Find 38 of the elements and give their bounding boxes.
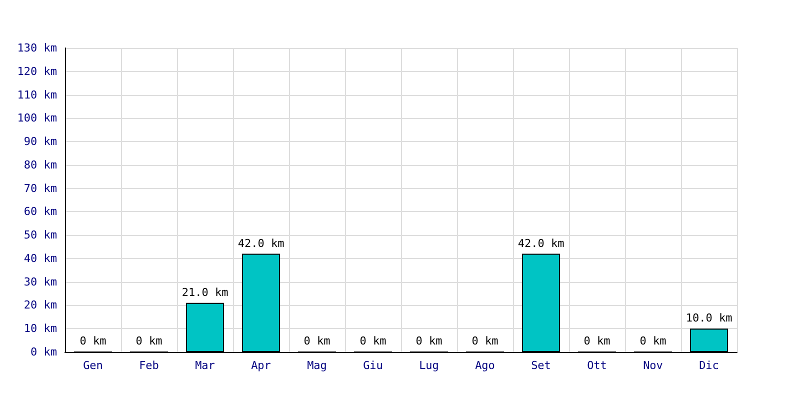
x-tick-label: Mar (195, 359, 216, 372)
y-tick-label: 30 km (24, 275, 58, 288)
y-tick-label: 90 km (24, 135, 58, 148)
x-tick-label: Set (531, 359, 551, 372)
x-tick-label: Apr (251, 359, 272, 372)
x-tick-label: Mag (307, 359, 327, 372)
data-label: 21.0 km (182, 286, 229, 299)
x-tick-label: Nov (643, 359, 664, 372)
data-label: 0 km (640, 334, 667, 348)
y-tick-label: 0 km (30, 346, 58, 358)
y-tick-label: 60 km (24, 205, 58, 218)
y-tick-label: 50 km (24, 228, 58, 242)
y-tick-label: 20 km (24, 298, 58, 312)
x-tick-label: Dic (699, 359, 719, 372)
y-tick-label: 100 km (17, 112, 58, 125)
x-tick-label: Lug (419, 359, 439, 372)
data-label: 42.0 km (238, 236, 285, 250)
y-tick-label: 110 km (17, 88, 58, 102)
data-label: 0 km (304, 334, 331, 348)
data-label: 0 km (472, 334, 499, 348)
x-tick-label: Ago (475, 359, 495, 372)
y-tick-label: 120 km (17, 64, 58, 78)
y-tick-label: 10 km (24, 322, 58, 336)
y-tick-label: 40 km (24, 252, 58, 265)
data-label: 0 km (584, 334, 611, 348)
data-label: 10.0 km (686, 312, 733, 325)
x-tick-label: Giu (363, 359, 383, 372)
data-label: 0 km (136, 334, 163, 348)
y-tick-label: 70 km (24, 182, 58, 195)
x-tick-label: Feb (139, 359, 159, 372)
y-tick-label: 130 km (17, 42, 58, 54)
data-label: 0 km (416, 334, 443, 348)
data-label: 0 km (360, 334, 387, 348)
y-tick-label: 80 km (24, 158, 58, 172)
x-tick-label: Ott (587, 359, 607, 372)
x-tick-label: Gen (83, 359, 103, 372)
data-label: 0 km (80, 334, 107, 348)
data-label: 42.0 km (518, 236, 565, 250)
